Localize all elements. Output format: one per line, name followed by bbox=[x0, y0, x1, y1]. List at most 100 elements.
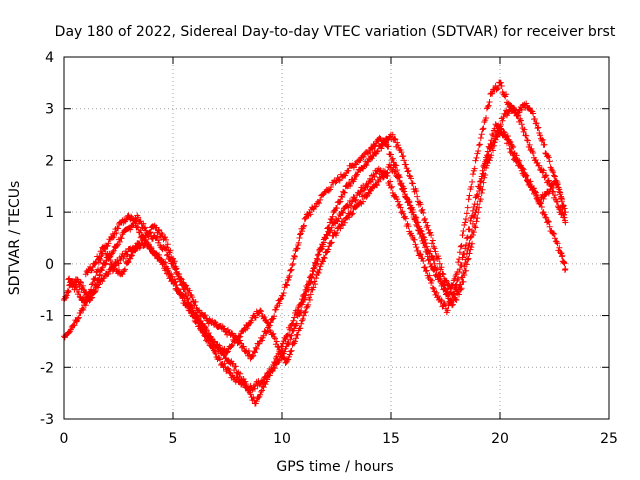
data-point-cluster bbox=[249, 308, 263, 321]
data-point-cluster bbox=[423, 222, 437, 250]
data-point-cluster bbox=[170, 258, 184, 285]
data-point bbox=[274, 343, 281, 350]
data-point bbox=[510, 152, 517, 159]
data-point-cluster bbox=[312, 189, 328, 210]
data-point bbox=[492, 136, 499, 143]
data-point bbox=[562, 209, 569, 216]
data-point-cluster bbox=[345, 158, 361, 174]
data-point bbox=[544, 178, 551, 185]
data-point-cluster bbox=[266, 327, 280, 348]
data-point bbox=[340, 209, 347, 216]
data-point-cluster bbox=[380, 161, 394, 181]
y-tick-label: -3 bbox=[40, 412, 54, 428]
data-point bbox=[405, 167, 412, 174]
data-point bbox=[449, 302, 456, 309]
data-point-cluster bbox=[510, 155, 524, 172]
data-point-cluster bbox=[537, 166, 551, 186]
data-point-cluster bbox=[284, 339, 298, 364]
data-point-cluster bbox=[197, 309, 211, 324]
data-point-cluster bbox=[349, 189, 363, 205]
data-point-cluster bbox=[406, 172, 420, 195]
data-point-cluster bbox=[162, 234, 176, 263]
data-point bbox=[462, 219, 469, 226]
data-point-cluster bbox=[214, 341, 228, 355]
data-point bbox=[95, 281, 102, 288]
data-point-cluster bbox=[301, 275, 315, 303]
data-point-cluster bbox=[380, 133, 394, 148]
data-point-cluster bbox=[258, 308, 272, 326]
data-point-cluster bbox=[258, 370, 272, 387]
y-tick-label: -2 bbox=[40, 360, 54, 376]
data-point bbox=[289, 260, 296, 267]
data-point-cluster bbox=[436, 296, 450, 316]
data-point bbox=[518, 121, 525, 128]
data-point-cluster bbox=[253, 383, 267, 405]
data-point bbox=[300, 312, 307, 319]
data-point-cluster bbox=[240, 378, 254, 393]
data-point-cluster bbox=[153, 224, 167, 243]
data-point-cluster bbox=[323, 177, 339, 194]
data-point-cluster bbox=[497, 79, 511, 108]
y-tick-label: 1 bbox=[45, 205, 54, 221]
data-point-cluster bbox=[310, 246, 324, 272]
data-point-cluster bbox=[467, 201, 481, 241]
data-point-cluster bbox=[205, 338, 219, 357]
data-point bbox=[405, 198, 412, 205]
data-point bbox=[431, 260, 438, 267]
data-point bbox=[353, 172, 360, 179]
data-point bbox=[523, 100, 530, 107]
data-point-cluster bbox=[510, 104, 524, 125]
data-point-cluster bbox=[428, 277, 442, 301]
data-point-cluster bbox=[476, 154, 490, 194]
data-point-cluster bbox=[367, 138, 381, 156]
data-point bbox=[348, 198, 355, 205]
data-point-cluster bbox=[249, 378, 263, 393]
data-point-cluster bbox=[292, 315, 306, 342]
data-point bbox=[196, 322, 203, 329]
data-point-cluster bbox=[214, 322, 228, 333]
series-track-1 bbox=[61, 79, 569, 362]
data-point-cluster bbox=[554, 179, 568, 212]
data-point-cluster bbox=[462, 171, 476, 222]
data-point-cluster bbox=[401, 213, 415, 239]
data-point-cluster bbox=[290, 239, 302, 262]
x-tick-label: 5 bbox=[169, 431, 178, 447]
data-point-cluster bbox=[292, 299, 306, 329]
data-point-cluster bbox=[279, 324, 293, 347]
data-point bbox=[531, 116, 538, 123]
data-point-cluster bbox=[319, 224, 333, 248]
data-point-cluster bbox=[388, 164, 402, 181]
data-point-cluster bbox=[188, 308, 202, 330]
data-point-cluster bbox=[266, 359, 280, 375]
y-axis-label: SDTVAR / TECUs bbox=[7, 181, 23, 296]
data-point bbox=[444, 307, 451, 314]
data-point bbox=[431, 245, 438, 252]
data-point-cluster bbox=[310, 263, 324, 291]
data-point-cluster bbox=[153, 250, 167, 268]
data-point-cluster bbox=[258, 324, 272, 344]
data-point bbox=[318, 245, 325, 252]
data-point-cluster bbox=[319, 243, 333, 265]
data-point-cluster bbox=[502, 133, 516, 157]
data-point-cluster bbox=[284, 262, 296, 289]
data-point bbox=[222, 328, 229, 335]
data-point bbox=[414, 193, 421, 200]
data-point-cluster bbox=[423, 243, 437, 264]
data-point bbox=[560, 214, 567, 221]
data-point-cluster bbox=[384, 143, 398, 168]
data-point bbox=[257, 307, 264, 314]
data-point-cluster bbox=[528, 184, 542, 204]
data-point-cluster bbox=[397, 147, 411, 175]
data-point bbox=[536, 162, 543, 169]
data-point-cluster bbox=[519, 169, 533, 189]
data-point bbox=[135, 214, 142, 221]
data-point-cluster bbox=[541, 211, 555, 235]
y-tick-label: 4 bbox=[45, 50, 54, 66]
x-axis-label: GPS time / hours bbox=[276, 459, 393, 475]
x-tick-label: 15 bbox=[382, 431, 400, 447]
data-point-cluster bbox=[284, 325, 298, 347]
data-point-cluster bbox=[118, 258, 132, 278]
x-tick-label: 10 bbox=[273, 431, 291, 447]
data-point-cluster bbox=[94, 264, 106, 284]
